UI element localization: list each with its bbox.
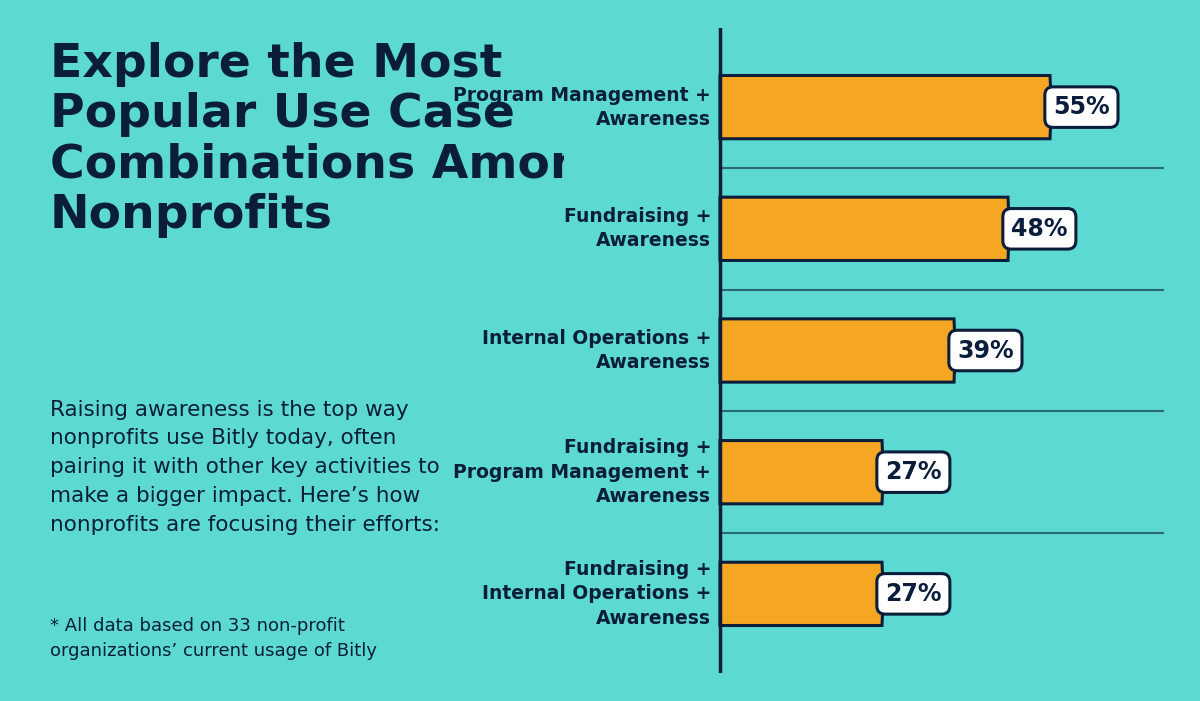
Text: Fundraising +
Awareness: Fundraising + Awareness xyxy=(564,207,710,250)
Text: 39%: 39% xyxy=(958,339,1014,362)
Text: Internal Operations +
Awareness: Internal Operations + Awareness xyxy=(481,329,710,372)
Text: Fundraising +
Program Management +
Awareness: Fundraising + Program Management + Aware… xyxy=(454,438,710,506)
Text: 55%: 55% xyxy=(1054,95,1110,119)
Text: 48%: 48% xyxy=(1012,217,1068,241)
Text: * All data based on 33 non-profit
organizations’ current usage of Bitly: * All data based on 33 non-profit organi… xyxy=(49,617,377,660)
Text: Fundraising +
Internal Operations +
Awareness: Fundraising + Internal Operations + Awar… xyxy=(481,560,710,627)
Text: Raising awareness is the top way
nonprofits use Bitly today, often
pairing it wi: Raising awareness is the top way nonprof… xyxy=(49,400,439,535)
Polygon shape xyxy=(720,76,1051,139)
Text: Explore the Most
Popular Use Case
Combinations Among
Nonprofits: Explore the Most Popular Use Case Combin… xyxy=(49,42,617,238)
Polygon shape xyxy=(720,562,883,625)
Text: Program Management +
Awareness: Program Management + Awareness xyxy=(454,86,710,129)
Polygon shape xyxy=(720,197,1009,261)
Text: 27%: 27% xyxy=(886,582,942,606)
Polygon shape xyxy=(720,319,955,382)
Polygon shape xyxy=(720,440,883,504)
Text: 27%: 27% xyxy=(886,460,942,484)
